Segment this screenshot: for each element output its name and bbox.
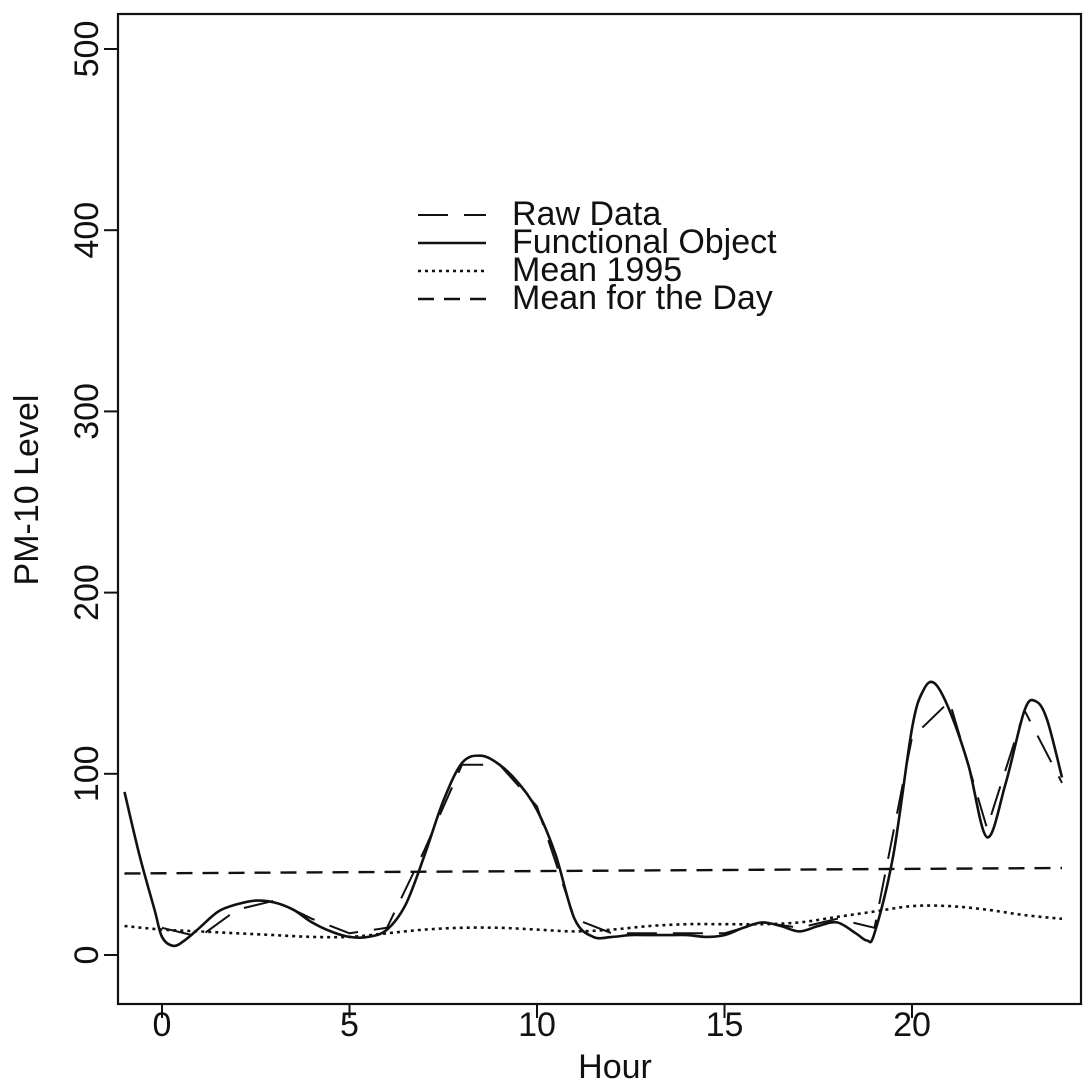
y-axis-title: PM-10 Level: [8, 395, 46, 586]
y-tick-label: 400: [68, 202, 106, 259]
legend-label-raw-data: Raw Data: [512, 195, 661, 233]
y-tick-label: 0: [68, 946, 106, 965]
x-tick-label: 10: [518, 1006, 556, 1044]
legend-label-mean-1995: Mean 1995: [512, 251, 682, 289]
legend-label-functional-object: Functional Object: [512, 223, 777, 261]
y-tick-label: 200: [68, 564, 106, 621]
y-tick-label: 300: [68, 383, 106, 440]
series-line-raw-data: [161, 700, 1063, 938]
series-line-functional-object: [123, 680, 1064, 948]
series-line-mean-for-the-day: [124, 866, 1063, 875]
x-tick-label: 0: [153, 1006, 172, 1044]
y-tick-label: 500: [68, 21, 106, 78]
series-layer: [123, 680, 1064, 948]
x-tick-label: 20: [893, 1006, 931, 1044]
plot-frame: [116, 12, 1083, 1006]
series-line-mean-1995: [124, 904, 1063, 939]
x-tick-label: 5: [340, 1006, 359, 1044]
legend-label-mean-for-the-day: Mean for the Day: [512, 279, 773, 317]
y-tick-label: 100: [68, 745, 106, 802]
x-axis-title: Hour: [578, 1048, 652, 1086]
x-tick-label: 15: [706, 1006, 744, 1044]
